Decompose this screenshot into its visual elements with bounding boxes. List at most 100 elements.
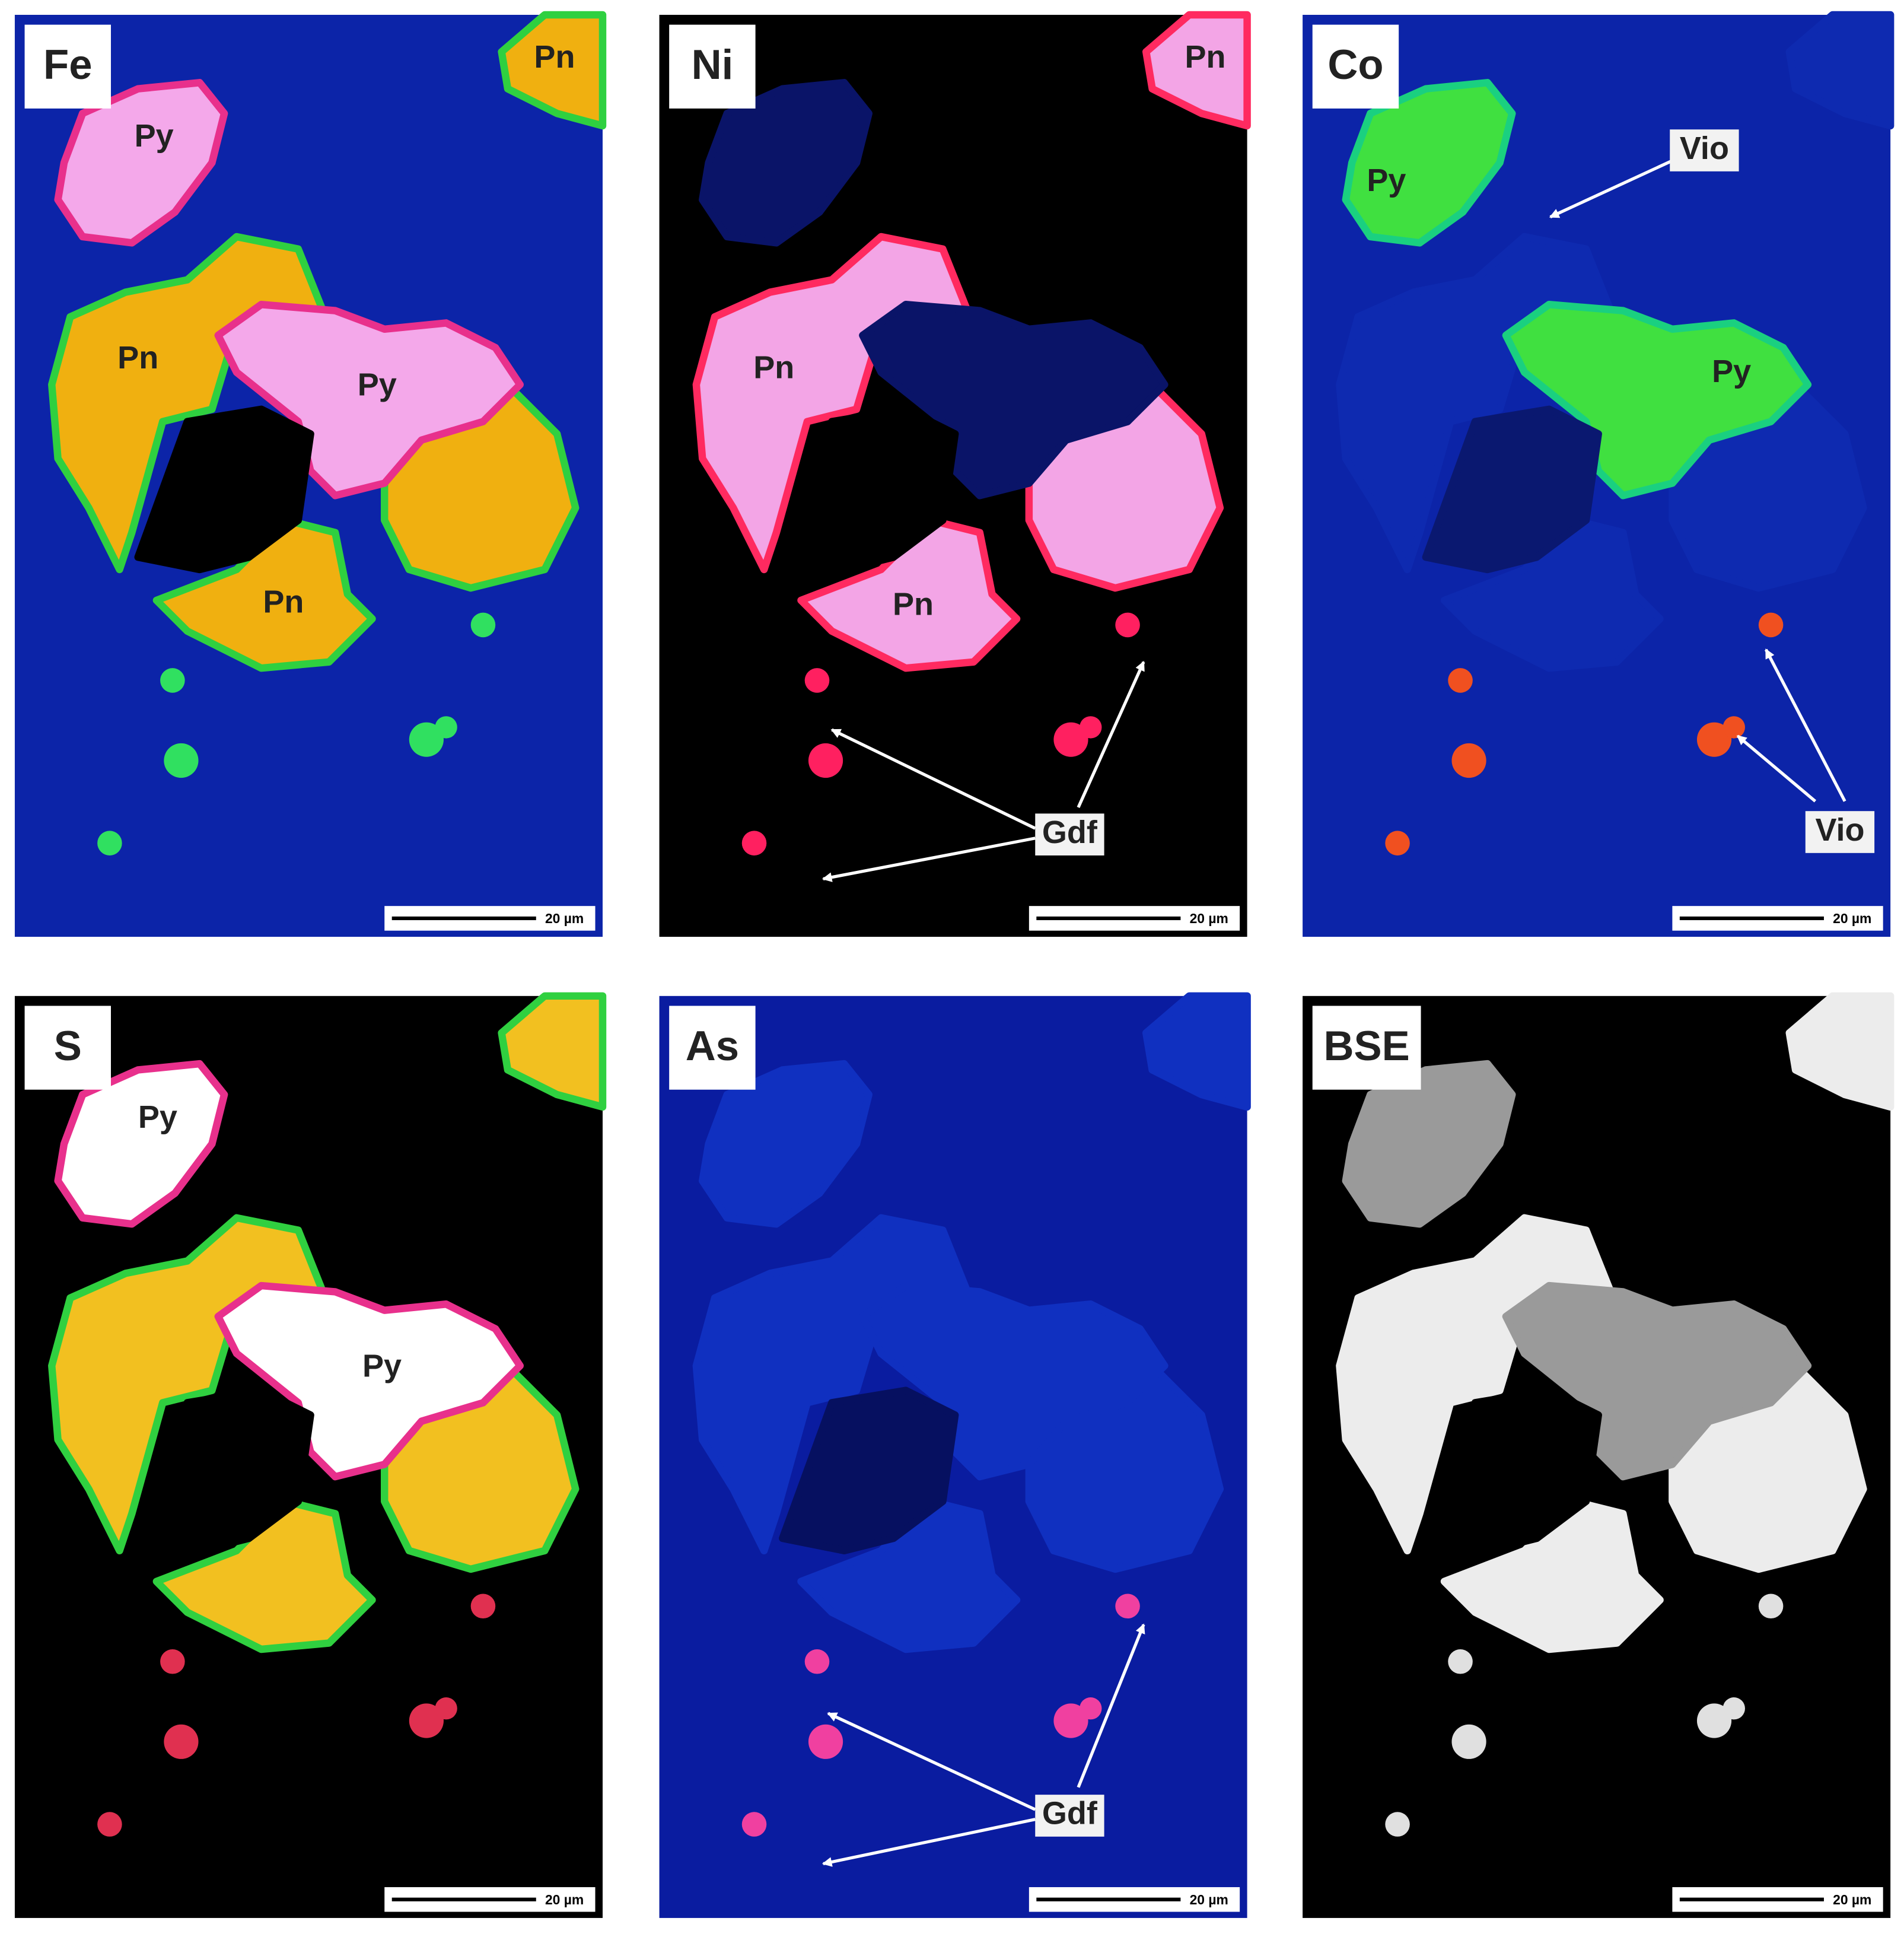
arrow <box>822 1818 1036 1867</box>
label-box <box>1035 1795 1104 1837</box>
element-label: BSE <box>1324 1022 1410 1069</box>
element-label: S <box>54 1022 82 1069</box>
small-grain <box>97 1812 122 1837</box>
mineral-label: Py <box>138 1099 177 1135</box>
label-box <box>1805 811 1875 853</box>
element-label: Co <box>1327 41 1383 88</box>
mineral-label: Pn <box>893 587 934 622</box>
small-grain <box>160 1649 185 1674</box>
map-panel: S Py Py 20 µm <box>14 992 607 1918</box>
mineral-grain <box>498 11 607 130</box>
small-grain <box>164 1724 199 1759</box>
mineral-label: Gdf <box>1042 1796 1098 1831</box>
mineral-grain <box>1142 11 1251 130</box>
element-label: As <box>686 1022 739 1069</box>
mineral-label: Vio <box>1815 812 1864 848</box>
small-grain <box>435 716 457 739</box>
small-grain <box>1385 1812 1410 1837</box>
arrow <box>1736 734 1817 803</box>
small-grain <box>1758 612 1784 638</box>
element-label: Ni <box>692 41 734 88</box>
small-grain <box>1448 668 1473 693</box>
void <box>134 405 314 574</box>
small-grain <box>741 1812 767 1837</box>
void <box>1422 1386 1602 1555</box>
small-grain <box>1080 1697 1102 1720</box>
small-grain <box>1115 1594 1140 1619</box>
small-grain <box>1722 716 1745 739</box>
small-grain <box>160 668 185 693</box>
mineral-label: Py <box>1367 163 1406 198</box>
map-panel: Fe Pn Py Pn Py Pn 20 µm <box>14 11 607 937</box>
label-box <box>1670 129 1739 171</box>
mineral-label: Pn <box>263 584 304 619</box>
mineral-grain <box>498 992 607 1111</box>
map-panel: Ni Pn Pn Pn Gdf 20 µm <box>659 11 1251 937</box>
mineral-grain <box>1342 79 1516 247</box>
void <box>134 1386 314 1555</box>
mineral-label: Py <box>135 118 174 154</box>
small-grain <box>1722 1697 1745 1720</box>
mineral-label: Gdf <box>1042 815 1098 850</box>
small-grain <box>1115 612 1140 638</box>
element-label-box <box>669 1006 756 1090</box>
arrow <box>1764 648 1846 802</box>
mineral-label: Pn <box>1185 39 1225 75</box>
mineral-grain <box>1142 992 1251 1111</box>
mineral-grain <box>699 1060 873 1228</box>
small-grain <box>97 831 122 855</box>
arrow <box>830 728 1036 830</box>
element-label-box <box>669 24 756 109</box>
void <box>1422 405 1602 574</box>
scale-bar-label: 20 µm <box>1833 1892 1871 1907</box>
small-grain <box>1053 1703 1088 1738</box>
mineral-label: Py <box>358 367 397 403</box>
mineral-grain <box>1785 992 1895 1111</box>
small-grain <box>1053 722 1088 757</box>
small-grain <box>435 1697 457 1720</box>
small-grain <box>409 1703 444 1738</box>
map-panel: Co Py Vio Py Vio 20 µm <box>1303 11 1895 937</box>
label-box <box>1035 813 1104 855</box>
map-panel: As Gdf 20 µm <box>659 992 1251 1918</box>
small-grain <box>741 831 767 855</box>
scale-bar-label: 20 µm <box>1833 911 1871 926</box>
small-grain <box>808 743 843 778</box>
mineral-grain <box>699 79 873 247</box>
small-grain <box>1451 1724 1486 1759</box>
mineral-label: Pn <box>117 340 158 376</box>
small-grain <box>1696 722 1732 757</box>
element-label-box <box>24 1006 111 1090</box>
mineral-grain <box>1785 11 1895 130</box>
mineral-grain <box>54 1060 228 1228</box>
small-grain <box>1696 1703 1732 1738</box>
scale-bar-label: 20 µm <box>545 1892 584 1907</box>
small-grain <box>470 612 496 638</box>
element-label-box <box>1312 24 1399 109</box>
scale-bar-label: 20 µm <box>1190 911 1228 926</box>
arrow <box>1549 156 1679 219</box>
small-grain <box>804 1649 830 1674</box>
small-grain <box>804 668 830 693</box>
small-grain <box>1080 716 1102 739</box>
mineral-label: Pn <box>534 39 575 75</box>
small-grain <box>1758 1594 1784 1619</box>
void <box>779 405 959 574</box>
small-grain <box>808 1724 843 1759</box>
arrow <box>1077 660 1145 809</box>
small-grain <box>1448 1649 1473 1674</box>
small-grain <box>164 743 199 778</box>
mineral-label: Pn <box>753 350 794 386</box>
small-grain <box>409 722 444 757</box>
mineral-label: Vio <box>1680 131 1729 166</box>
map-panel: BSE 20 µm <box>1303 992 1895 1918</box>
mineral-label: Py <box>362 1348 402 1384</box>
mineral-grain <box>54 79 228 247</box>
arrow <box>1077 1623 1145 1788</box>
mineral-label: Py <box>1712 354 1751 389</box>
arrow <box>827 1712 1036 1811</box>
void <box>779 1386 959 1555</box>
small-grain <box>1451 743 1486 778</box>
